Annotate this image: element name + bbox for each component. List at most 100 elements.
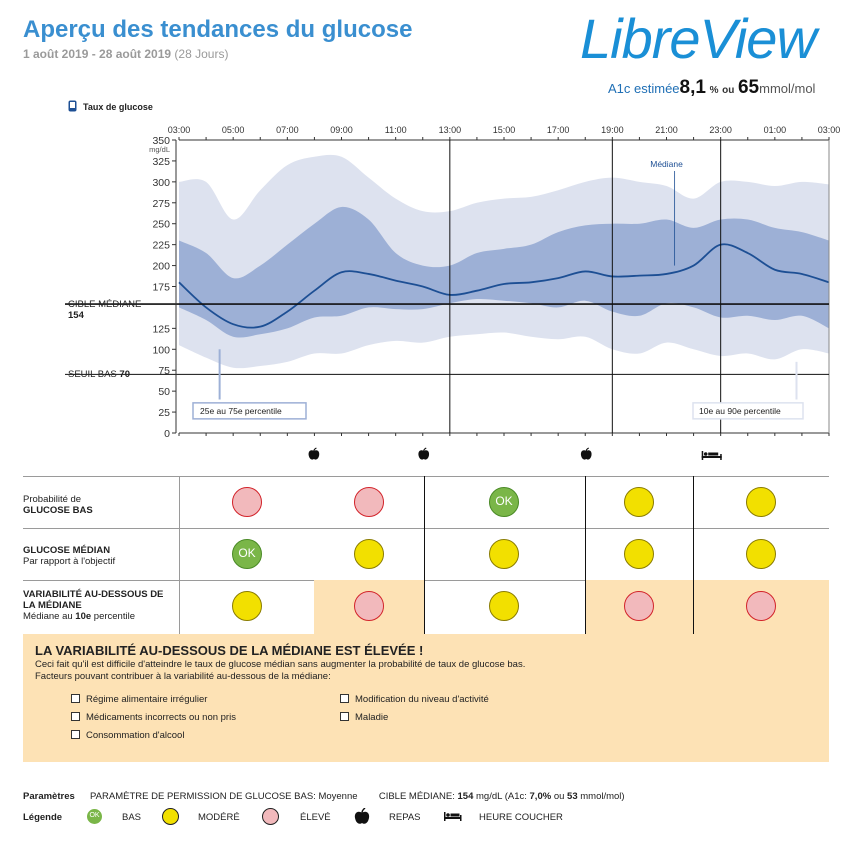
apple-icon <box>580 447 592 460</box>
a1c-or: ou <box>722 85 735 96</box>
risk-indicator: OK <box>232 539 262 569</box>
row-label-median-glucose: GLUCOSE MÉDIAN Par rapport à l'objectif <box>23 545 115 567</box>
target-median-param-label: CIBLE MÉDIANE: <box>378 791 455 802</box>
glucose-level-legend: Taux de glucose <box>68 100 153 112</box>
x-tick-label: 21:00 <box>655 125 678 135</box>
legend-bed-label: HEURE COUCHER <box>479 812 563 823</box>
risk-indicator <box>746 591 776 621</box>
row-label-text: Médiane au <box>23 611 76 622</box>
highlight-cell <box>585 580 829 634</box>
factor-checkbox[interactable]: Maladie <box>340 712 388 723</box>
checkbox[interactable] <box>71 694 80 703</box>
x-tick-label: 13:00 <box>439 125 462 135</box>
apple-stem <box>423 447 427 452</box>
factor-label: Maladie <box>355 712 389 723</box>
y-tick-label: 175 <box>152 282 170 294</box>
sensor-icon <box>68 100 77 112</box>
checkbox[interactable] <box>71 730 80 739</box>
apple-body <box>308 450 320 460</box>
low-permission-value: Moyenne <box>318 791 358 802</box>
legend-moderate-label: MODÉRÉ <box>198 812 240 823</box>
x-tick-label: 11:00 <box>385 125 407 135</box>
outer-label: 10e au 90e percentile <box>699 406 781 416</box>
risk-indicator: OK <box>489 487 519 517</box>
risk-indicator <box>232 591 262 621</box>
low-threshold-label: SEUIL BAS 70 <box>68 369 130 380</box>
row-label-text: Par rapport à l'objectif <box>23 556 116 567</box>
legend-label: Légende <box>23 812 63 823</box>
factor-label: Régime alimentaire irrégulier <box>86 694 208 705</box>
x-tick-label: 17:00 <box>547 125 570 135</box>
risk-indicator <box>489 591 519 621</box>
row-label-strong: VARIABILITÉ AU-DESSOUS DE <box>23 589 164 600</box>
target-median-text: CIBLE MÉDIANE <box>68 299 142 310</box>
legend-moderate-icon <box>162 808 179 825</box>
y-tick-label: 275 <box>152 198 170 210</box>
factor-checkbox[interactable]: Consommation d'alcool <box>71 730 184 741</box>
a1c-mmol-unit: mmol/mol <box>759 81 816 96</box>
target-median-param-unit: mg/dL (A1c: <box>476 791 527 802</box>
risk-indicator <box>624 487 654 517</box>
checkbox[interactable] <box>71 712 80 721</box>
libreview-logo: LibreView <box>580 7 817 70</box>
factor-checkbox[interactable]: Médicaments incorrects ou non pris <box>71 712 236 723</box>
legend-meal-label: REPAS <box>389 812 421 823</box>
target-mmol-value: 53 <box>567 791 578 802</box>
y-tick-label: 250 <box>152 219 170 231</box>
apple-stem <box>585 447 590 452</box>
risk-indicator <box>354 487 384 517</box>
y-tick-label: 100 <box>152 344 170 356</box>
factor-label: Médicaments incorrects ou non pris <box>86 712 236 723</box>
table-border <box>23 528 829 529</box>
bed-part <box>701 456 722 458</box>
y-unit-label: mg/dL <box>149 145 170 154</box>
target-median-value: 154 <box>68 310 84 321</box>
checkbox[interactable] <box>340 712 349 721</box>
y-tick-label: 125 <box>152 323 170 335</box>
y-tick-label: 50 <box>158 386 170 398</box>
y-tick-label: 200 <box>152 261 170 273</box>
target-mmol-unit: mmol/mol) <box>580 791 625 802</box>
risk-indicator <box>354 539 384 569</box>
table-divider <box>179 476 180 634</box>
glucose-trend-chart: 0 25 50 75 100 125 175 200 225 250 275 300 325 350mg/… <box>65 125 840 460</box>
x-tick-label: 23:00 <box>709 125 732 135</box>
warning-text: Ceci fait qu'il est difficile d'atteindr… <box>35 659 526 670</box>
y-tick-label: 325 <box>152 156 170 168</box>
risk-indicator <box>354 591 384 621</box>
risk-indicator <box>232 487 262 517</box>
meal-divider <box>585 476 586 634</box>
outer-label-box <box>692 402 804 420</box>
a1c-percent: % <box>709 85 719 96</box>
date-range-text: 1 août 2019 - 28 août 2019 <box>23 47 172 61</box>
legend-low-label: BAS <box>122 812 142 823</box>
percentile-bands <box>178 154 830 369</box>
median-label: Médiane <box>650 159 683 169</box>
iqr-label: 25e au 75e percentile <box>200 406 282 416</box>
apple-icon <box>418 447 430 460</box>
apple-body <box>418 450 430 460</box>
target-median-label: CIBLE MÉDIANE 154 <box>68 299 141 321</box>
chart-annotations: Médiane 25e au 75e percentile 10e au 90e p… <box>192 159 804 460</box>
y-tick-label: 25 <box>158 407 170 419</box>
factor-label: Consommation d'alcool <box>86 730 185 741</box>
factor-checkbox[interactable]: Modification du niveau d'activité <box>340 694 489 705</box>
row-label-text: percentile <box>91 611 135 622</box>
y-axis: 0 25 50 75 100 125 175 200 225 250 275 300 325 350mg/… <box>149 135 177 440</box>
glucose-level-label: Taux de glucose <box>83 102 153 112</box>
bedtime-divider <box>693 476 694 634</box>
factor-checkbox[interactable]: Régime alimentaire irrégulier <box>71 694 207 705</box>
x-tick-label: 15:00 <box>493 125 516 135</box>
target-a1c-value: 7,0% <box>529 791 552 802</box>
x-tick-label: 03:00 <box>168 125 191 135</box>
warning-title: LA VARIABILITÉ AU-DESSOUS DE LA MÉDIANE … <box>35 643 424 658</box>
table-border-top <box>23 476 829 477</box>
row-label-text: Probabilité de <box>23 494 82 505</box>
checkbox[interactable] <box>340 694 349 703</box>
low-permission-label: PARAMÈTRE DE PERMISSION DE GLUCOSE BAS: <box>90 791 316 802</box>
parameters-label: Paramètres <box>23 791 75 802</box>
bed-part <box>708 452 719 456</box>
date-range: 1 août 2019 - 28 août 2019 (28 Jours) <box>23 47 228 61</box>
x-axis: 03:00 05:00 07:00 09:00 11:00 13:00 15:00 17:00… <box>168 125 840 436</box>
risk-indicator <box>746 539 776 569</box>
